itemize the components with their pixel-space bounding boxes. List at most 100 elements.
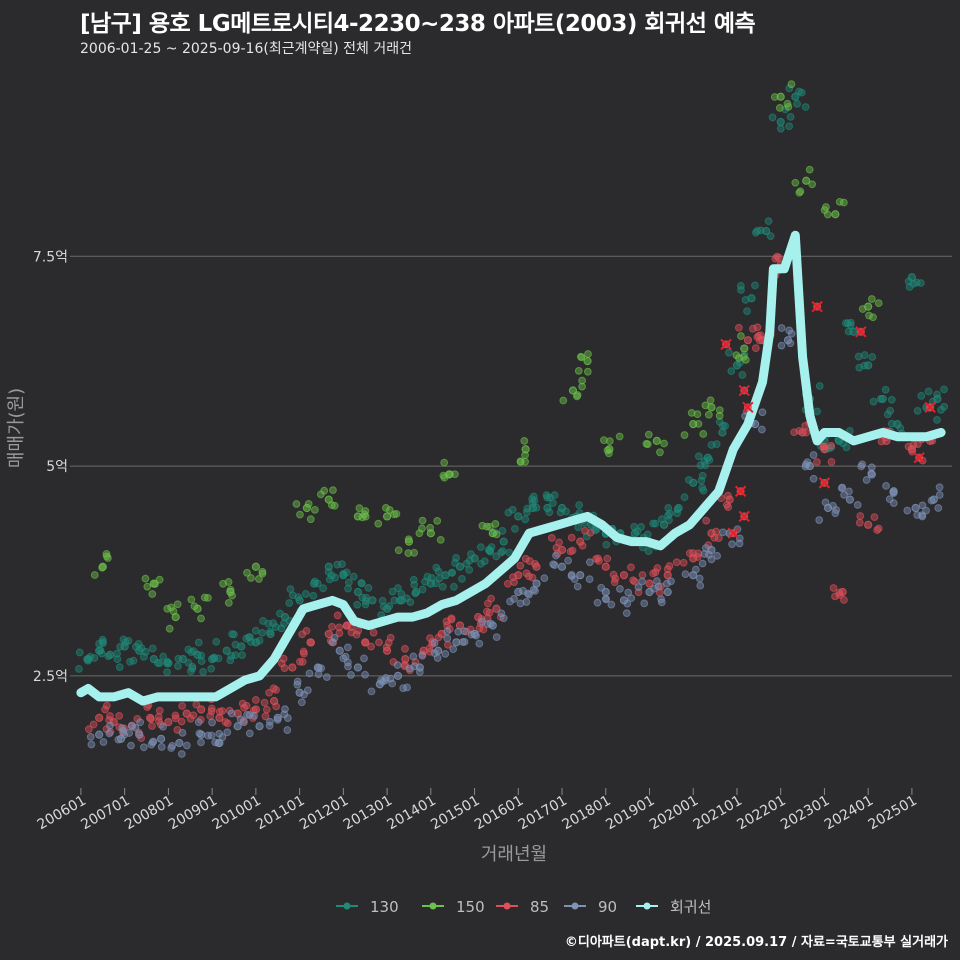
data-point-85 [547,534,556,542]
data-point-85 [328,622,336,631]
x-marker-stroke [738,384,750,397]
data-point-85 [369,628,378,637]
data-point-85 [482,607,491,616]
data-point-130 [698,483,707,492]
data-point-150 [418,516,427,525]
data-point-130 [651,519,660,528]
data-point-90 [245,729,254,738]
x-marker [727,527,740,539]
data-point-90 [552,551,560,560]
data-point-90 [853,500,862,509]
data-point-85 [265,688,273,697]
data-point-150 [243,568,251,577]
data-point-85 [155,706,164,715]
data-point-90 [255,722,264,731]
data-point-85 [679,558,688,567]
data-point-90 [728,540,736,549]
data-point-150 [584,350,592,358]
data-point-130 [499,537,508,546]
data-point-85 [503,579,512,588]
data-point-85 [653,564,662,572]
data-point-90 [99,738,108,746]
data-point-85 [619,571,629,580]
legend-item-85: 85 [496,898,549,916]
data-point-150 [316,490,325,499]
data-point-85 [238,699,247,708]
data-point-90 [361,670,369,679]
data-point-90 [815,516,824,524]
legend-label: 130 [370,898,399,916]
data-point-130 [869,397,878,406]
legend-swatch-dot [571,902,579,910]
data-point-90 [657,598,666,607]
data-point-90 [245,711,254,719]
data-point-90 [295,688,304,697]
data-point-90 [885,495,894,504]
data-point-130 [602,540,611,549]
data-point-85 [509,573,517,582]
data-point-150 [776,92,785,101]
data-point-85 [401,644,409,653]
data-point-130 [75,648,84,657]
data-point-90 [127,741,135,750]
data-point-130 [718,428,727,437]
data-point-130 [238,651,247,660]
data-point-90 [211,738,220,747]
data-point-90 [701,544,710,552]
data-point-150 [155,575,164,584]
data-point-150 [808,180,817,189]
data-point-85 [567,533,576,542]
x-tick-label: 201201 [297,793,351,834]
data-point-85 [856,512,865,520]
data-point-90 [867,463,876,472]
data-point-130 [887,419,896,428]
data-point-150 [90,571,99,579]
data-point-150 [867,295,876,303]
data-point-130 [860,351,869,359]
data-point-85 [877,437,886,446]
data-point-90 [531,586,539,595]
data-point-90 [654,582,663,591]
data-point-90 [95,730,104,739]
data-point-85 [586,528,595,537]
data-point-90 [550,561,559,569]
data-point-150 [219,579,227,588]
data-point-130 [883,410,892,419]
data-point-150 [228,591,237,600]
x-tick-label: 202501 [866,793,920,834]
data-point-85 [272,685,280,694]
data-point-150 [296,510,304,519]
x-marker-stroke [734,485,747,497]
data-point-85 [651,568,660,577]
data-point-85 [367,642,376,651]
x-tick-label: 201101 [253,793,307,834]
data-point-150 [173,600,182,609]
data-point-90 [430,649,439,658]
data-point-130 [649,519,657,528]
data-point-130 [712,440,721,449]
data-point-150 [418,524,426,533]
data-point-90 [557,562,567,571]
data-point-130 [694,452,703,461]
data-point-90 [460,637,469,646]
data-point-90 [273,713,282,722]
data-point-150 [197,614,205,623]
data-point-90 [593,598,602,607]
data-point-150 [615,432,624,441]
data-point-90 [616,584,624,593]
data-point-130 [246,633,254,641]
x-tick-label: 202101 [691,793,745,834]
data-point-90 [638,577,646,586]
x-marker [742,401,754,414]
data-point-130 [174,662,182,670]
data-point-90 [303,686,312,695]
data-point-130 [940,402,949,411]
data-point-150 [143,582,152,591]
data-point-130 [276,609,284,618]
data-point-130 [409,575,418,584]
data-point-85 [864,520,873,529]
data-point-90 [293,677,302,686]
data-point-85 [215,713,224,722]
data-point-85 [242,701,251,710]
data-point-130 [680,493,689,502]
